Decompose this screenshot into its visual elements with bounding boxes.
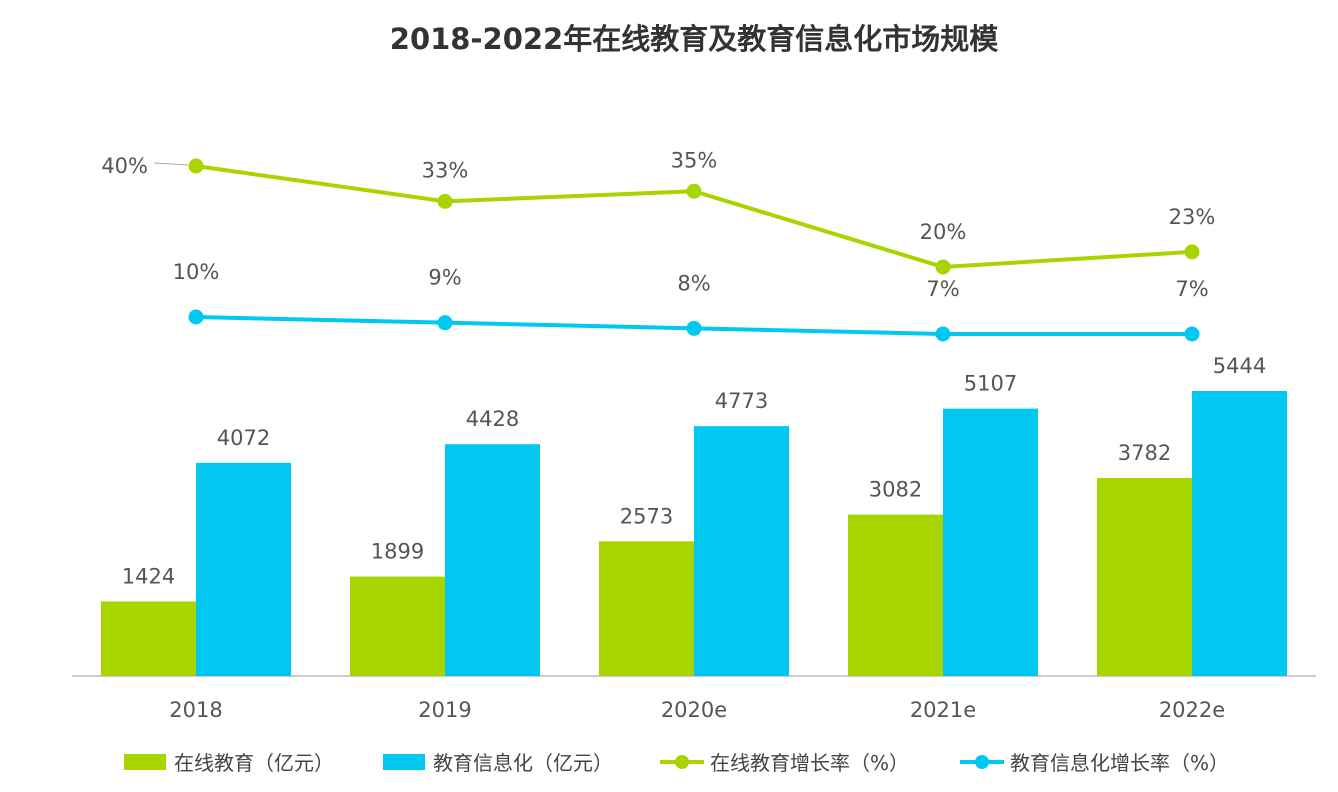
bar-label-info-2019: 4428 <box>466 407 519 431</box>
chart-title: 2018-2022年在线教育及教育信息化市场规模 <box>390 22 999 56</box>
bar-label-online-2022e: 3782 <box>1118 441 1171 465</box>
legend: 在线教育（亿元） 教育信息化（亿元） 在线教育增长率（%） 教育信息化增长率（%） <box>124 751 1229 775</box>
bar-info-2022e <box>1192 391 1287 676</box>
line-label-online-growth-2019: 33% <box>422 158 469 182</box>
point-online-growth-2018 <box>188 158 204 174</box>
legend-marker-3 <box>975 755 989 769</box>
legend-label-0: 在线教育（亿元） <box>174 751 334 775</box>
point-online-growth-2019 <box>437 193 453 209</box>
bars: 1424 4072 1899 4428 2573 4773 3082 5107 3782 5444 <box>101 354 1287 676</box>
line-label-online-growth-2022e: 23% <box>1169 205 1216 229</box>
point-online-growth-2022e <box>1184 244 1200 260</box>
bar-online-2018 <box>101 601 196 676</box>
x-tick-2021e: 2021e <box>910 698 976 722</box>
line-label-info-growth-2018: 10% <box>173 260 220 284</box>
legend-marker-2 <box>675 755 689 769</box>
bar-label-online-2021e: 3082 <box>869 478 922 502</box>
point-online-growth-2021e <box>935 259 951 275</box>
legend-swatch-1 <box>383 754 425 770</box>
point-online-growth-2020e <box>686 183 702 199</box>
bar-label-info-2021e: 5107 <box>964 372 1017 396</box>
bar-online-2022e <box>1097 478 1192 676</box>
bar-online-2019 <box>350 576 445 676</box>
line-label-info-growth-2020e: 8% <box>677 271 710 295</box>
lines: 40% 33% 35% 20% 23% 10% 9% 8% 7% 7% <box>101 148 1216 342</box>
line-label-online-growth-2020e: 35% <box>671 148 718 172</box>
point-info-growth-2019 <box>437 315 453 331</box>
legend-label-3: 教育信息化增长率（%） <box>1010 751 1229 775</box>
bar-info-2021e <box>943 408 1038 676</box>
x-tick-2020e: 2020e <box>661 698 727 722</box>
legend-swatch-0 <box>124 754 166 770</box>
bar-info-2020e <box>694 426 789 676</box>
x-tick-2019: 2019 <box>418 698 471 722</box>
bar-label-info-2020e: 4773 <box>715 389 768 413</box>
x-tick-2022e: 2022e <box>1159 698 1225 722</box>
bar-label-online-2020e: 2573 <box>620 504 673 528</box>
bar-info-2019 <box>445 444 540 676</box>
line-label-info-growth-2021e: 7% <box>926 277 959 301</box>
bar-label-info-2022e: 5444 <box>1213 354 1266 378</box>
legend-label-2: 在线教育增长率（%） <box>710 751 909 775</box>
bar-label-online-2019: 1899 <box>371 540 424 564</box>
point-info-growth-2020e <box>686 320 702 336</box>
bar-online-2021e <box>848 514 943 676</box>
line-online-growth <box>195 164 1193 270</box>
x-tick-2018: 2018 <box>169 698 222 722</box>
legend-label-1: 教育信息化（亿元） <box>433 751 613 775</box>
bar-info-2018 <box>196 462 291 676</box>
line-label-info-growth-2022e: 7% <box>1175 277 1208 301</box>
bar-label-online-2018: 1424 <box>122 564 175 588</box>
line-label-online-growth-2021e: 20% <box>920 220 967 244</box>
x-axis-ticks: 2018 2019 2020e 2021e 2022e <box>169 698 1225 722</box>
point-info-growth-2022e <box>1184 326 1200 342</box>
leader-line <box>153 162 189 166</box>
line-label-online-growth-2018: 40% <box>101 154 148 178</box>
bar-label-info-2018: 4072 <box>217 426 270 450</box>
point-info-growth-2018 <box>188 309 204 325</box>
point-info-growth-2021e <box>935 326 951 342</box>
line-label-info-growth-2019: 9% <box>428 266 461 290</box>
bar-online-2020e <box>599 541 694 676</box>
